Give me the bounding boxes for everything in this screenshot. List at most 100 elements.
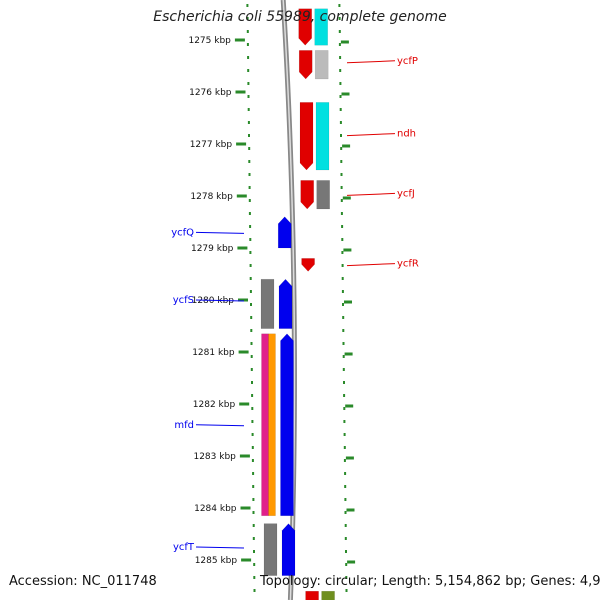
tick-mark-left [234,38,245,42]
track-dot [341,264,344,267]
track-dot [338,30,341,33]
track-dot [253,576,256,579]
accession-label: Accession: NC_011748 [9,574,157,589]
track-dot [248,212,251,215]
track-dot [251,394,254,397]
gene-feature [301,258,315,272]
track-dot [248,134,250,137]
tick-mark-right [345,404,354,408]
gene-features [260,8,335,600]
track-dot [250,355,253,358]
gene-label: mfd [174,420,194,431]
gene-label: ycfS [173,295,194,306]
tick-mark-left [240,506,251,510]
tick-label: 1279 kbp [191,244,234,254]
gene-feature [280,333,294,517]
track-dot [342,303,344,306]
tick-label: 1283 kbp [193,452,236,462]
track-dot [248,173,251,176]
gene-label: ycfR [397,259,419,270]
track-dot [338,4,341,7]
track-dot [248,199,251,202]
tick-mark-right [347,560,356,564]
tick-label: 1282 kbp [193,400,236,410]
gene-label-line [346,192,396,196]
track-dot [340,173,343,176]
track-dot [250,316,253,319]
track-dot [340,186,343,189]
track-dot [345,563,348,566]
gene-label-line [346,60,396,64]
track-dot [249,264,252,267]
track-dot [252,472,255,475]
track-dot [343,420,346,423]
track-dot [339,56,342,59]
track-dot [345,550,347,553]
tick-mark-left [237,246,248,250]
track-dot [343,459,346,462]
track-dot [342,329,345,332]
track-dot [252,485,255,488]
track-dot [250,368,253,371]
track-dot [344,472,347,475]
genome-summary: Topology: circular; Length: 5,154,862 bp… [260,574,600,589]
track-dot [252,511,255,514]
track-dot [251,459,254,462]
track-dot [247,95,250,98]
tick-mark-right [342,144,351,148]
track-dot [338,43,341,46]
track-dot [252,524,255,527]
tick-mark-right [344,352,353,356]
track-dot [249,277,252,280]
tick-mark-left [239,454,250,458]
track-dot [339,69,342,72]
gene-feature [281,523,296,576]
track-dot [343,394,346,397]
track-dot [339,95,342,98]
track-dot [343,433,346,436]
track-dot [344,524,347,527]
gene-label-line [195,231,245,234]
gene-label: ycfP [397,56,418,67]
track-dot [341,251,344,254]
track-dot [345,576,348,579]
track-dot [344,498,347,501]
gene-label: ycfJ [397,188,415,199]
track-dot [247,56,250,59]
gene-feature [268,333,276,517]
track-dot [340,147,343,150]
tick-mark-left [236,194,247,198]
track-dot [342,342,345,345]
track-dot [246,30,249,33]
gene-label: ycfQ [171,227,194,238]
track-dot [343,381,345,384]
track-dot [250,303,252,306]
gene-feature [314,8,328,46]
track-dot [251,407,254,410]
track-dot [340,212,343,215]
track-dot [247,69,250,72]
tick-label: 1277 kbp [190,140,233,150]
track-dot [247,108,250,111]
track-dot [252,498,255,501]
gene-labels: ycfP ndh ycfJ ycfR ycfQ ycfS mfd ycfT [171,56,419,553]
gene-label-line [346,263,396,267]
tick-label: 1276 kbp [189,88,232,98]
gene-feature [315,102,330,171]
tick-mark-right [340,40,349,44]
track-dot [344,485,347,488]
track-dot [250,342,253,345]
track-dot [340,199,343,202]
track-dot [341,277,344,280]
track-dot [253,550,255,553]
track-dot [252,537,255,540]
tick-mark-right [345,456,354,460]
kbp-scale: 1275 kbp 1276 kbp 1277 kbp 1278 kbp 1279 kbp… [188,36,356,566]
tick-mark-left [238,298,248,302]
track-dot [341,238,344,241]
track-dot [249,238,252,241]
track-dot [339,121,342,124]
gene-feature [298,50,313,80]
track-dot [339,82,342,85]
track-dot [253,589,256,592]
